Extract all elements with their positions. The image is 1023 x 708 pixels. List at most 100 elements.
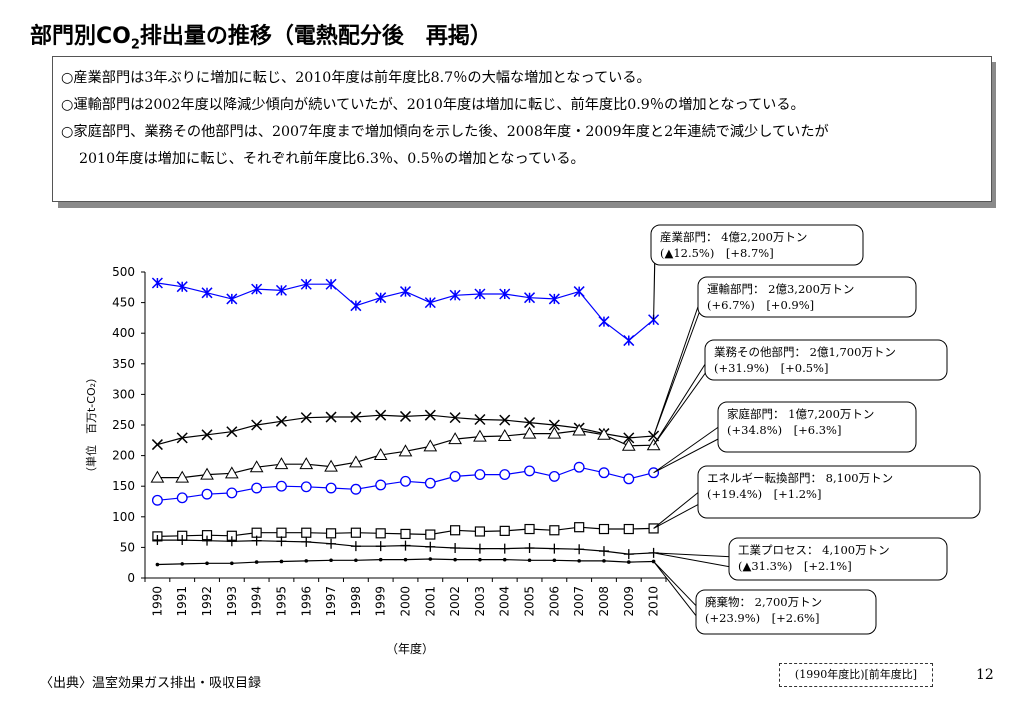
data-point [176, 492, 188, 504]
x-tick-label: 1999 [374, 586, 388, 617]
data-point [350, 411, 362, 423]
x-tick-label: 2007 [572, 586, 586, 617]
data-point [623, 432, 635, 444]
callout-pointer [653, 489, 703, 529]
data-point [275, 284, 287, 296]
y-tick-label: 500 [112, 265, 135, 279]
data-point [425, 541, 436, 552]
data-point [251, 283, 263, 295]
data-point [201, 488, 213, 500]
data-point [449, 470, 461, 482]
data-point [177, 535, 188, 546]
x-tick-label: 1994 [250, 586, 264, 617]
data-point [180, 562, 185, 566]
data-point [548, 293, 560, 305]
data-point [276, 527, 287, 538]
summary-line-transport: ○運輸部門は2002年度以降減少傾向が続いていたが、2010年度は増加に転じ、前… [61, 97, 805, 113]
series-group [150, 423, 661, 483]
data-point [325, 278, 337, 290]
data-point [577, 559, 581, 563]
callout-change: (+6.7%) [+0.9%] [707, 298, 814, 312]
data-point [155, 562, 160, 567]
data-point [449, 412, 461, 424]
x-tick-label: 1992 [200, 586, 214, 617]
series-callout: 運輸部門： 2億3,200万トン (+6.7%) [+0.9%] [653, 276, 917, 437]
x-tick-label: 1993 [225, 586, 239, 617]
callout-pointer [653, 561, 701, 622]
callout-label: 工業プロセス： 4,100万トン [738, 543, 890, 557]
data-point [226, 426, 238, 438]
data-point [626, 560, 631, 564]
data-point [573, 461, 585, 473]
callout-box [697, 276, 917, 318]
data-point [354, 558, 358, 563]
data-point [325, 528, 337, 539]
page-title: 部門別CO2排出量の推移（電熱配分後 再掲） [30, 18, 492, 52]
callout-pointer [653, 552, 734, 568]
data-point [425, 529, 436, 540]
callout-change: (+34.8%) [+6.3%] [727, 423, 841, 437]
data-point [150, 470, 165, 483]
data-point [301, 527, 312, 538]
series-group [155, 557, 656, 567]
series-group [152, 522, 659, 542]
callout-label: 廃棄物： 2,700万トン [705, 595, 822, 609]
data-point [450, 543, 461, 554]
data-point [249, 460, 264, 473]
data-point [325, 411, 337, 423]
data-point [279, 559, 284, 564]
callout-box [697, 465, 981, 519]
y-tick-label: 250 [112, 418, 135, 432]
data-point [597, 427, 611, 440]
data-point [474, 543, 485, 554]
data-point [254, 560, 259, 564]
callout-box [717, 401, 917, 453]
data-point [474, 469, 486, 481]
y-tick-label: 350 [112, 357, 135, 371]
x-tick-label: 2002 [448, 586, 462, 617]
y-tick-label: 200 [112, 449, 135, 463]
data-point [201, 429, 213, 441]
data-point [499, 543, 510, 554]
data-point [375, 541, 386, 552]
data-point [224, 466, 239, 479]
x-axis-label: （年度） [386, 641, 434, 656]
data-point [251, 482, 263, 494]
data-point [350, 527, 361, 538]
data-point [350, 483, 362, 495]
data-point [499, 525, 510, 536]
data-point [424, 297, 436, 309]
callout-label: 産業部門： 4億2,200万トン [660, 230, 807, 244]
data-point [524, 465, 535, 477]
data-point [276, 480, 287, 492]
data-point [598, 546, 609, 557]
data-point [274, 457, 289, 470]
data-point [230, 561, 234, 566]
x-tick-label: 2009 [622, 586, 636, 617]
data-point [623, 473, 635, 485]
x-tick-label: 2005 [523, 586, 537, 617]
data-point [201, 287, 213, 299]
data-point [598, 316, 610, 328]
callout-box [704, 339, 948, 381]
data-point [251, 535, 262, 546]
y-tick-label: 400 [112, 326, 135, 340]
data-point [598, 523, 610, 535]
title-main: 部門別CO [30, 24, 131, 49]
data-point [502, 557, 507, 562]
data-point [373, 447, 388, 460]
x-tick-label: 1991 [175, 586, 189, 617]
callout-box [650, 224, 864, 266]
data-point [499, 469, 511, 481]
series-callout: 工業プロセス： 4,100万トン (▲31.3%) [+2.1%] [653, 537, 948, 581]
x-tick-label: 1996 [299, 586, 313, 617]
data-point [202, 535, 213, 546]
data-point [324, 459, 338, 472]
data-point [378, 557, 383, 562]
data-point [350, 541, 361, 552]
summary-box: ○産業部門は3年ぶりに増加に転じ、2010年度は前年度比8.7％の大幅な増加とな… [52, 56, 992, 202]
callout-change: (+31.9%) [+0.5%] [714, 361, 828, 375]
data-point [375, 528, 386, 539]
y-tick-label: 450 [112, 296, 135, 310]
data-point [524, 292, 536, 304]
